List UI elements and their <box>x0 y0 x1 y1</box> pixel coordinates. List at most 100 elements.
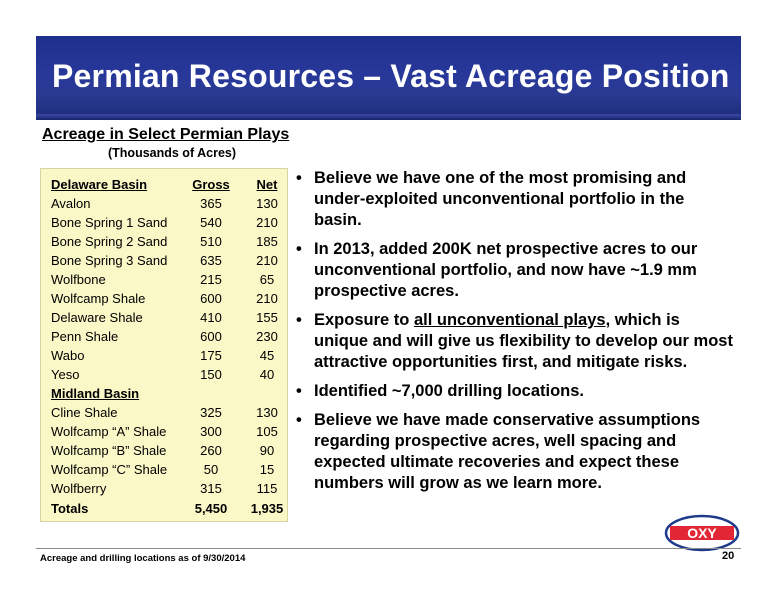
gross-value: 600 <box>200 291 222 306</box>
net-value: 210 <box>256 215 278 230</box>
title-bar: Permian Resources – Vast Acreage Positio… <box>36 36 741 120</box>
play-name: Delaware Shale <box>51 310 143 325</box>
gross-value: 215 <box>200 272 222 287</box>
table-row: Avalon 365 130 <box>41 194 287 213</box>
bullet-item: • Believe we have made conservative assu… <box>294 410 734 494</box>
play-name: Wolfberry <box>51 481 107 496</box>
gross-value: 510 <box>200 234 222 249</box>
bullet-text: Believe we have made conservative assump… <box>314 411 701 492</box>
bullet-text: Believe we have one of the most promisin… <box>314 169 687 229</box>
oxy-logo-ring <box>664 514 740 552</box>
page-title: Permian Resources – Vast Acreage Positio… <box>52 58 730 94</box>
page-number: 20 <box>722 550 735 562</box>
table-row: Wolfcamp “A” Shale 300 105 <box>41 422 287 441</box>
bullet-glyph: • <box>296 311 302 329</box>
play-name: Bone Spring 2 Sand <box>51 234 168 249</box>
gross-value: 410 <box>200 310 222 325</box>
net-value: 65 <box>259 272 275 287</box>
table-row: Bone Spring 1 Sand 540 210 <box>41 213 287 232</box>
bullet-list: • Believe we have one of the most promis… <box>294 168 734 502</box>
totals-row: Totals 5,450 1,935 <box>41 499 287 518</box>
table-row: Wolfberry 315 115 <box>41 479 287 498</box>
table-row: Penn Shale 600 230 <box>41 327 287 346</box>
totals-net: 1,935 <box>250 501 284 516</box>
totals-label: Totals <box>51 501 89 516</box>
net-value: 210 <box>256 291 278 306</box>
table-subheading: (Thousands of Acres) <box>108 146 237 160</box>
net-value: 105 <box>256 424 278 439</box>
footer-divider <box>36 548 741 549</box>
play-name: Wolfbone <box>51 272 106 287</box>
bullet-glyph: • <box>296 411 302 429</box>
play-name: Wolfcamp Shale <box>51 291 146 306</box>
bullet-text: Identified ~7,000 drilling locations. <box>314 382 585 400</box>
midland-basin-heading: Midland Basin <box>51 386 140 401</box>
gross-value: 540 <box>200 215 222 230</box>
net-value: 210 <box>256 253 278 268</box>
column-header-basin: Delaware Basin <box>51 177 148 192</box>
footnote: Acreage and drilling locations as of 9/3… <box>40 553 246 564</box>
table-row: Wabo 175 45 <box>41 346 287 365</box>
play-name: Bone Spring 1 Sand <box>51 215 168 230</box>
bullet-glyph: • <box>296 382 302 400</box>
table-row: Wolfcamp “C” Shale 50 15 <box>41 460 287 479</box>
gross-value: 325 <box>200 405 222 420</box>
table-row: Wolfbone 215 65 <box>41 270 287 289</box>
table-row: Bone Spring 3 Sand 635 210 <box>41 251 287 270</box>
table-row: Wolfcamp “B” Shale 260 90 <box>41 441 287 460</box>
acreage-table: Delaware Basin Gross Net Avalon 365 130 … <box>40 168 288 522</box>
play-name: Bone Spring 3 Sand <box>51 253 168 268</box>
gross-value: 175 <box>200 348 222 363</box>
net-value: 115 <box>256 481 278 496</box>
table-row: Bone Spring 2 Sand 510 185 <box>41 232 287 251</box>
table-row: Yeso 150 40 <box>41 365 287 384</box>
net-value: 230 <box>256 329 278 344</box>
oxy-logo-text: OXY <box>687 525 717 541</box>
play-name: Wolfcamp “B” Shale <box>51 443 167 458</box>
bullet-glyph: • <box>296 169 302 187</box>
gross-value: 600 <box>200 329 222 344</box>
play-name: Yeso <box>51 367 80 382</box>
play-name: Penn Shale <box>51 329 119 344</box>
bullet-text-post: , which is unique and will give us flexi… <box>314 311 733 371</box>
bullet-glyph: • <box>296 240 302 258</box>
net-value: 155 <box>256 310 278 325</box>
bullet-text-pre: Exposure to <box>314 311 414 329</box>
bullet-item: • Identified ~7,000 drilling locations. <box>294 381 734 402</box>
column-header-gross: Gross <box>192 177 230 192</box>
gross-value: 260 <box>200 443 222 458</box>
net-value: 15 <box>259 462 275 477</box>
table-header-row: Delaware Basin Gross Net <box>41 175 287 194</box>
play-name: Avalon <box>51 196 91 211</box>
net-value: 185 <box>256 234 278 249</box>
table-row: Delaware Shale 410 155 <box>41 308 287 327</box>
bullet-item: • Believe we have one of the most promis… <box>294 168 734 231</box>
gross-value: 50 <box>203 462 219 477</box>
table-heading: Acreage in Select Permian Plays <box>42 126 290 143</box>
bullet-item: • In 2013, added 200K net prospective ac… <box>294 239 734 302</box>
bullet-text-underlined: all unconventional plays <box>413 311 606 329</box>
play-name: Wolfcamp “C” Shale <box>51 462 168 477</box>
net-value: 40 <box>259 367 275 382</box>
midland-basin-header-row: Midland Basin <box>41 384 287 403</box>
gross-value: 315 <box>200 481 222 496</box>
net-value: 45 <box>259 348 275 363</box>
bullet-item: • Exposure to all unconventional plays, … <box>294 310 734 373</box>
oxy-logo-band <box>670 526 734 540</box>
net-value: 130 <box>256 196 278 211</box>
oxy-logo-icon: OXY <box>664 514 740 552</box>
gross-value: 150 <box>200 367 222 382</box>
gross-value: 300 <box>200 424 222 439</box>
table-row: Wolfcamp Shale 600 210 <box>41 289 287 308</box>
totals-gross: 5,450 <box>194 501 228 516</box>
play-name: Wabo <box>51 348 85 363</box>
play-name: Cline Shale <box>51 405 118 420</box>
table-row: Cline Shale 325 130 <box>41 403 287 422</box>
net-value: 90 <box>259 443 275 458</box>
gross-value: 365 <box>200 196 222 211</box>
column-header-net: Net <box>256 177 278 192</box>
bullet-text: In 2013, added 200K net prospective acre… <box>314 240 698 300</box>
net-value: 130 <box>256 405 278 420</box>
play-name: Wolfcamp “A” Shale <box>51 424 167 439</box>
gross-value: 635 <box>200 253 222 268</box>
